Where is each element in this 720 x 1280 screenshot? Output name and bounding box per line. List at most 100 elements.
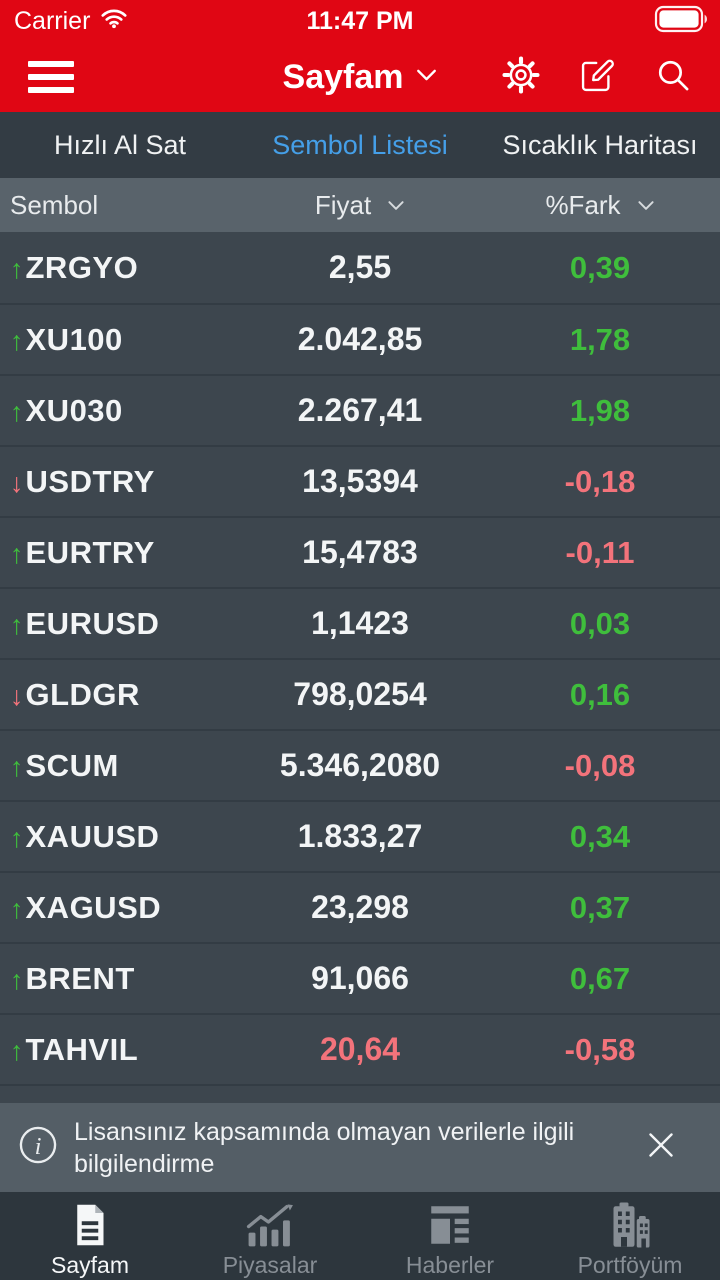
symbol-row[interactable]: ↓ USDTRY 13,5394 -0,18 — [0, 445, 720, 516]
price-value: 5.346,2080 — [279, 747, 441, 783]
view-tabs: Hızlı Al Sat Sembol Listesi Sıcaklık Har… — [0, 112, 720, 178]
table-header: Sembol Fiyat %Fark — [0, 178, 720, 232]
nav-label-portfoyum: Portföyüm — [577, 1252, 683, 1278]
change-sort-chevron-icon — [637, 200, 655, 211]
price-value: 2.042,85 — [297, 321, 423, 357]
symbol-row[interactable]: ↑ XAGUSD 23,298 0,37 — [0, 871, 720, 942]
change-value: -0,58 — [564, 1031, 636, 1067]
buildings-icon — [606, 1200, 654, 1250]
direction-icon: ↑ — [10, 893, 24, 924]
nav-haberler[interactable]: Haberler — [360, 1192, 540, 1280]
symbol-name: XAGUSD — [25, 889, 162, 925]
symbol-name: XAUUSD — [25, 818, 160, 854]
change-value: 0,37 — [569, 889, 631, 925]
direction-icon: ↓ — [10, 467, 24, 498]
nav-portfoyum[interactable]: Portföyüm — [540, 1192, 720, 1280]
symbol-name: GLDGR — [25, 676, 140, 712]
page-title-dropdown[interactable]: Sayfam — [283, 58, 438, 97]
tab-sicaklik-haritasi[interactable]: Sıcaklık Haritası — [502, 129, 698, 160]
battery-icon — [654, 5, 712, 38]
price-value: 2,55 — [328, 249, 392, 285]
direction-icon: ↑ — [10, 253, 24, 284]
direction-icon: ↑ — [10, 822, 24, 853]
direction-icon: ↑ — [10, 396, 24, 427]
direction-icon: ↑ — [10, 1035, 24, 1066]
symbol-row[interactable]: ↑ XAUUSD 1.833,27 0,34 — [0, 800, 720, 871]
change-value: 1,98 — [569, 392, 631, 428]
wifi-icon — [100, 8, 128, 34]
nav-label-piyasalar: Piyasalar — [222, 1252, 318, 1278]
nav-sayfam[interactable]: Sayfam — [0, 1192, 180, 1280]
change-column-label: %Fark — [545, 189, 621, 220]
clock: 11:47 PM — [306, 6, 414, 35]
price-sort-chevron-icon — [387, 200, 405, 211]
change-value: 0,39 — [569, 249, 631, 285]
price-value: 15,4783 — [302, 534, 418, 570]
symbol-name: EURUSD — [25, 605, 160, 641]
search-button[interactable] — [654, 58, 692, 96]
svg-text:i: i — [35, 1133, 42, 1160]
symbol-name: EURTRY — [25, 534, 155, 570]
column-header-price[interactable]: Fiyat — [240, 190, 480, 221]
market-chart-icon — [244, 1200, 296, 1250]
edit-list-button[interactable] — [578, 58, 616, 96]
symbol-name: USDTRY — [25, 463, 155, 499]
symbol-row[interactable]: ↑ EURUSD 1,1423 0,03 — [0, 587, 720, 658]
menu-icon[interactable] — [28, 61, 74, 93]
gear-icon — [502, 55, 540, 99]
direction-icon: ↑ — [10, 751, 24, 782]
direction-icon: ↓ — [10, 680, 24, 711]
price-value: 91,066 — [311, 960, 409, 996]
nav-label-haberler: Haberler — [405, 1252, 495, 1278]
chevron-down-icon — [415, 68, 437, 87]
carrier-label: Carrier — [14, 6, 91, 35]
price-value: 798,0254 — [293, 676, 427, 712]
symbol-row[interactable]: ↑ XU030 2.267,41 1,98 — [0, 374, 720, 445]
news-icon — [425, 1200, 475, 1250]
bottom-navigation: Sayfam Piyasalar — [0, 1192, 720, 1280]
change-value: 0,03 — [569, 605, 631, 641]
symbol-name: TAHVIL — [25, 1031, 139, 1067]
change-value: -0,18 — [564, 463, 636, 499]
symbol-row[interactable]: ↑ BRENT 91,066 0,67 — [0, 942, 720, 1013]
price-value: 2.267,41 — [297, 392, 423, 428]
notice-text: Lisansınız kapsamında olmayan verilerle … — [74, 1117, 575, 1178]
symbol-row[interactable]: ↑ XU100 2.042,85 1,78 — [0, 303, 720, 374]
license-notice-banner: i Lisansınız kapsamında olmayan verilerl… — [0, 1103, 720, 1192]
symbol-column-label: Sembol — [10, 189, 99, 220]
partial-row — [0, 1084, 720, 1103]
symbol-name: ZRGYO — [25, 249, 139, 285]
document-icon — [72, 1200, 108, 1250]
symbol-row[interactable]: ↑ EURTRY 15,4783 -0,11 — [0, 516, 720, 587]
settings-button[interactable] — [502, 55, 540, 99]
close-icon — [646, 1130, 676, 1165]
nav-label-sayfam: Sayfam — [51, 1252, 129, 1278]
price-column-label: Fiyat — [314, 189, 372, 220]
direction-icon: ↑ — [10, 609, 24, 640]
column-header-symbol[interactable]: Sembol — [0, 190, 240, 221]
change-value: 1,78 — [569, 321, 631, 357]
symbol-row[interactable]: ↑ TAHVIL 20,64 -0,58 — [0, 1013, 720, 1084]
app-bar: Sayfam — [0, 42, 720, 112]
search-icon — [655, 57, 691, 98]
notice-close-button[interactable] — [644, 1131, 678, 1165]
price-value: 1.833,27 — [297, 818, 423, 854]
direction-icon: ↑ — [10, 538, 24, 569]
symbol-name: SCUM — [25, 747, 119, 783]
nav-piyasalar[interactable]: Piyasalar — [180, 1192, 360, 1280]
direction-icon: ↑ — [10, 325, 24, 356]
symbol-row[interactable]: ↑ ZRGYO 2,55 0,39 — [0, 232, 720, 303]
tab-hizli-al-sat[interactable]: Hızlı Al Sat — [53, 129, 187, 160]
direction-icon: ↑ — [10, 964, 24, 995]
column-header-change[interactable]: %Fark — [480, 190, 720, 221]
symbol-name: XU100 — [25, 321, 123, 357]
change-value: 0,16 — [569, 676, 631, 712]
symbol-row[interactable]: ↓ GLDGR 798,0254 0,16 — [0, 658, 720, 729]
price-value: 1,1423 — [311, 605, 409, 641]
symbol-row[interactable]: ↑ SCUM 5.346,2080 -0,08 — [0, 729, 720, 800]
tab-sembol-listesi[interactable]: Sembol Listesi — [272, 129, 448, 160]
price-value: 13,5394 — [302, 463, 418, 499]
change-value: -0,08 — [564, 747, 636, 783]
compose-icon — [578, 56, 616, 99]
